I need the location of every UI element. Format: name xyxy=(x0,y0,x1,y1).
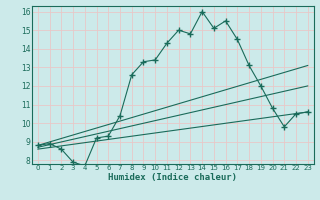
X-axis label: Humidex (Indice chaleur): Humidex (Indice chaleur) xyxy=(108,173,237,182)
